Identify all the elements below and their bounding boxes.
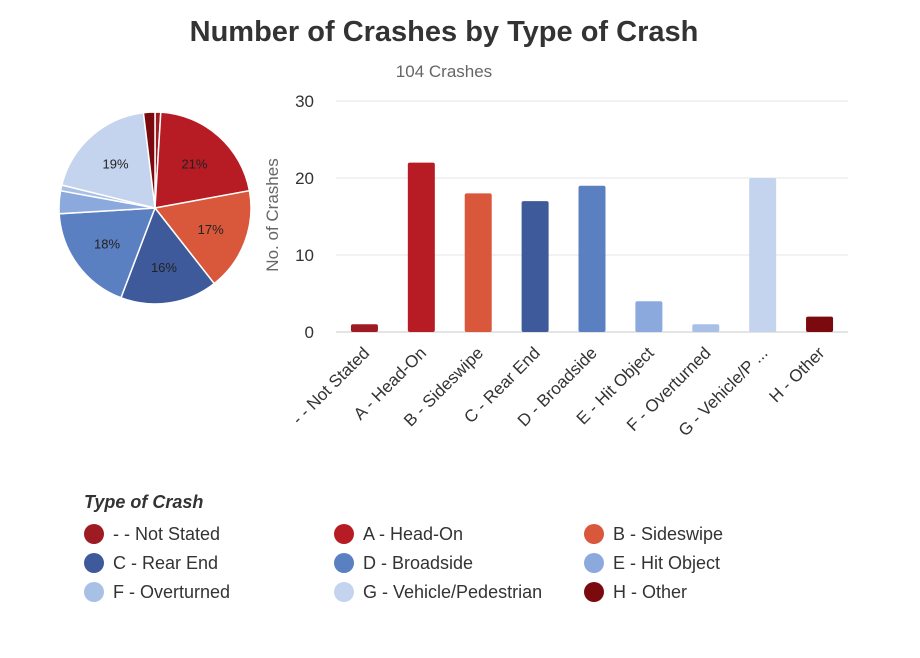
pie-chart: 21% 17% 16% 18% 19%: [58, 111, 252, 305]
pie-slice-g-vehicle-pedestrian: [60, 111, 156, 209]
bar-c-rear-end: [521, 201, 549, 332]
y-tick-label: 30: [295, 92, 314, 111]
legend-item-d-broadside[interactable]: D - Broadside: [334, 551, 473, 575]
legend-item-e-hit-object[interactable]: E - Hit Object: [584, 551, 720, 575]
bar-a-head-on: [407, 162, 435, 332]
y-axis-label: No. of Crashes: [263, 158, 282, 271]
pie-slice-d-broadside: [58, 207, 157, 299]
y-tick-label: 0: [305, 323, 314, 342]
legend-label: H - Other: [613, 581, 688, 602]
legend-swatch: [84, 582, 104, 602]
pie-slice-c-rear-end: [119, 206, 216, 305]
legend-item-b-sideswipe[interactable]: B - Sideswipe: [584, 522, 723, 546]
legend-label: D - Broadside: [363, 552, 474, 573]
bar-b-sideswipe: [464, 193, 492, 332]
chart-title: Number of Crashes by Type of Crash: [189, 16, 699, 48]
legend-item-not-stated[interactable]: - - Not Stated: [84, 522, 220, 546]
y-axis-ticks: 0 10 20 30: [295, 92, 314, 342]
legend-item-h-other[interactable]: H - Other: [584, 580, 687, 604]
legend-swatch: [334, 553, 354, 573]
legend-label: - - Not Stated: [113, 523, 221, 544]
legend-label: B - Sideswipe: [613, 523, 724, 544]
bar-series: [350, 162, 834, 332]
legend-item-c-rear-end[interactable]: C - Rear End: [84, 551, 218, 575]
bar-d-broadside: [578, 185, 606, 332]
legend-label: A - Head-On: [363, 523, 464, 544]
pie-percent-label: 18%: [94, 236, 120, 251]
x-tick-label: H - Other: [766, 343, 829, 406]
legend-label: F - Overturned: [113, 581, 231, 602]
pie-percent-label: 16%: [151, 260, 177, 275]
legend-item-a-head-on[interactable]: A - Head-On: [334, 522, 463, 546]
pie-percent-label: 17%: [198, 222, 224, 237]
y-tick-label: 20: [295, 169, 314, 188]
legend-item-g-vehicle-pedestrian[interactable]: G - Vehicle/Pedestrian: [334, 580, 542, 604]
y-tick-label: 10: [295, 246, 314, 265]
legend-swatch: [584, 582, 604, 602]
pie-slice-h-other: [142, 111, 156, 209]
legend-swatch: [334, 582, 354, 602]
legend-swatch: [584, 553, 604, 573]
legend-label: C - Rear End: [113, 552, 219, 573]
bar-h-other: [806, 316, 834, 332]
bar-g-vehicle-pedestrian: [749, 178, 777, 332]
legend-label: E - Hit Object: [613, 552, 721, 573]
legend-swatch: [584, 524, 604, 544]
chart-subtitle: 104 Crashes: [395, 62, 493, 81]
legend-swatch: [84, 524, 104, 544]
legend-swatch: [334, 524, 354, 544]
pie-slice-a-head-on: [154, 111, 251, 209]
bar-not-stated: [350, 324, 378, 332]
pie-percent-label: 19%: [103, 156, 129, 171]
chart-canvas: 21% 17% 16% 18% 19% 0 10 20 30 No. of Crashes -…: [58, 92, 848, 440]
bar-f-overturned: [692, 324, 720, 332]
pie-percent-label: 21%: [181, 156, 207, 171]
pie-slice-b-sideswipe: [153, 189, 252, 285]
bar-e-hit-object: [635, 301, 663, 332]
legend-item-f-overturned[interactable]: F - Overturned: [84, 580, 230, 604]
legend-title: Type of Crash: [84, 492, 204, 512]
legend-label: G - Vehicle/Pedestrian: [363, 581, 543, 602]
legend-swatch: [84, 553, 104, 573]
